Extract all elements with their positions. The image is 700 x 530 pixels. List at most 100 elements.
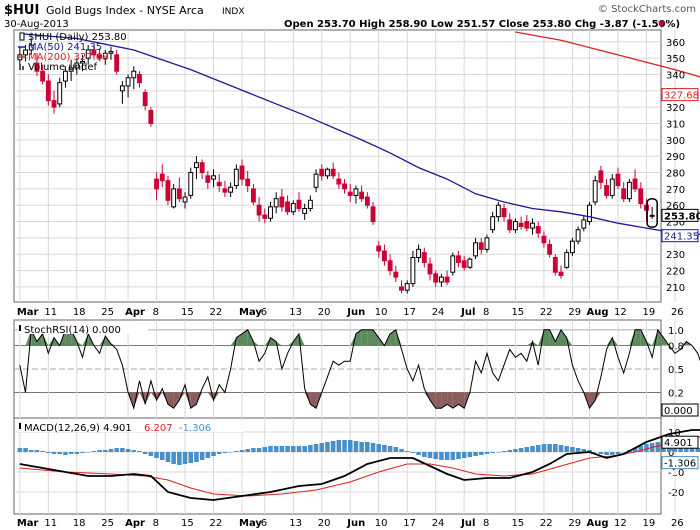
bottom-x-tick: Jul	[460, 518, 475, 529]
index-tag: INDX	[222, 7, 244, 17]
candle-up	[587, 204, 592, 223]
bottom-x-tick: Mar	[17, 518, 39, 529]
macd-hist-bar	[120, 448, 125, 452]
macd-hist-bar	[34, 450, 40, 452]
legend-label: Volume undef	[28, 62, 98, 73]
candle-up	[626, 181, 632, 200]
macd-hist-bar	[205, 452, 211, 458]
candle-down	[364, 196, 370, 206]
macd-hist-bar	[171, 452, 176, 464]
macd-hist-bar	[632, 448, 638, 452]
candle-up	[119, 85, 125, 92]
candle-up	[228, 186, 234, 193]
rsi-oversold-fill	[145, 392, 151, 405]
rsi-overbought-fill	[532, 341, 539, 346]
rsi-overbought-fill	[293, 333, 299, 346]
bottom-x-tick: 11	[44, 518, 57, 529]
price-x-tick: 22	[540, 307, 553, 318]
macd-hist-bar	[182, 452, 188, 464]
macd-hist-bar	[365, 442, 370, 452]
rsi-overbought-fill	[561, 329, 567, 346]
macd-hist-bar	[23, 448, 28, 452]
close-tag: 253.80	[664, 211, 700, 222]
macd-hist-bar	[570, 447, 575, 452]
rsi-overbought-fill	[635, 329, 641, 346]
macd-hist-bar	[194, 452, 199, 462]
candle-down	[558, 271, 564, 276]
macd-hist-bar	[222, 452, 228, 453]
index-name: Gold Bugs Index - NYSE Arca	[46, 4, 204, 17]
price-x-tick: 13	[289, 307, 302, 318]
candle-down	[91, 49, 97, 56]
last-candle-marker	[646, 198, 658, 228]
candle-up	[290, 203, 296, 213]
candle-up	[57, 82, 63, 105]
macd-hist-bar	[547, 444, 552, 452]
candle-down	[205, 175, 211, 183]
candle-up	[194, 162, 199, 169]
price-x-tick: Apr	[125, 307, 145, 318]
macd-hist-bar	[450, 452, 456, 460]
macd-hist-bar	[97, 450, 102, 452]
candle-up	[233, 168, 239, 187]
bottom-x-tick: 12	[614, 518, 627, 529]
bottom-x-tick: 19	[642, 518, 655, 529]
candle-down	[370, 206, 376, 223]
candle-down	[137, 73, 142, 84]
macd-hist-bar	[553, 444, 558, 452]
macd-hist-bar	[296, 446, 302, 452]
macd-hist-bar	[256, 448, 262, 452]
price-ytick: 260	[666, 201, 685, 212]
macd-hist-bar	[142, 452, 148, 454]
macd-hist-bar	[308, 445, 313, 452]
price-panel	[13, 29, 662, 303]
bottom-x-tick: 8	[483, 518, 489, 529]
candle-up	[62, 70, 68, 82]
ma50-tag: 241.35	[664, 232, 699, 243]
candle-down	[330, 168, 336, 177]
macd-hist-bar	[404, 451, 410, 452]
macd-hist-bar	[473, 452, 478, 456]
macd-hist-bar	[524, 447, 530, 452]
bottom-x-tick: 15	[511, 518, 524, 529]
candle-up	[313, 173, 319, 188]
macd-hist-bar	[370, 443, 376, 452]
macd-hist-bar	[51, 452, 57, 454]
macd-hist-bar	[103, 450, 108, 452]
macd-hist-bar	[393, 447, 399, 452]
candle-up	[102, 52, 108, 59]
macd-hist-bar	[336, 440, 342, 452]
macd-hist-bar	[211, 452, 216, 456]
price-x-tick: 8	[153, 307, 159, 318]
macd-hist-bar	[530, 446, 535, 452]
candle-down	[427, 263, 433, 275]
rsi-oversold-fill	[190, 392, 197, 409]
macd-hist-bar	[558, 445, 564, 452]
macd-hist-bar	[330, 441, 336, 452]
ohlc-summary: Open 253.70 High 258.90 Low 251.57 Close…	[284, 19, 680, 30]
rsi-overbought-fill	[373, 329, 379, 346]
rsi-oversold-fill	[167, 392, 174, 409]
price-x-tick: 6	[261, 307, 267, 318]
candle-down	[319, 168, 325, 177]
price-ytick: 340	[666, 70, 685, 81]
candle-down	[478, 242, 484, 250]
candle-up	[307, 199, 313, 209]
price-x-tick: Jun	[346, 307, 365, 318]
rsi-tag: 0.000	[664, 406, 693, 417]
rsi-oversold-fill	[452, 392, 459, 409]
bottom-x-tick: 17	[403, 518, 416, 529]
candle-up	[530, 222, 535, 229]
macd-ytick: -20	[668, 488, 684, 499]
rsi-overbought-fill	[253, 341, 260, 346]
macd-legend-label: 6.207	[144, 423, 173, 434]
macd-legend-label: MACD(12,26,9) 4.901	[24, 423, 132, 434]
candle-down	[159, 173, 165, 182]
bottom-x-tick: 29	[568, 518, 581, 529]
rsi-overbought-fill	[680, 341, 687, 346]
candle-up	[85, 49, 91, 59]
macd-hist-bar	[108, 449, 114, 452]
candle-down	[638, 188, 644, 205]
candle-up	[649, 214, 655, 217]
price-ytick: 300	[666, 136, 685, 147]
